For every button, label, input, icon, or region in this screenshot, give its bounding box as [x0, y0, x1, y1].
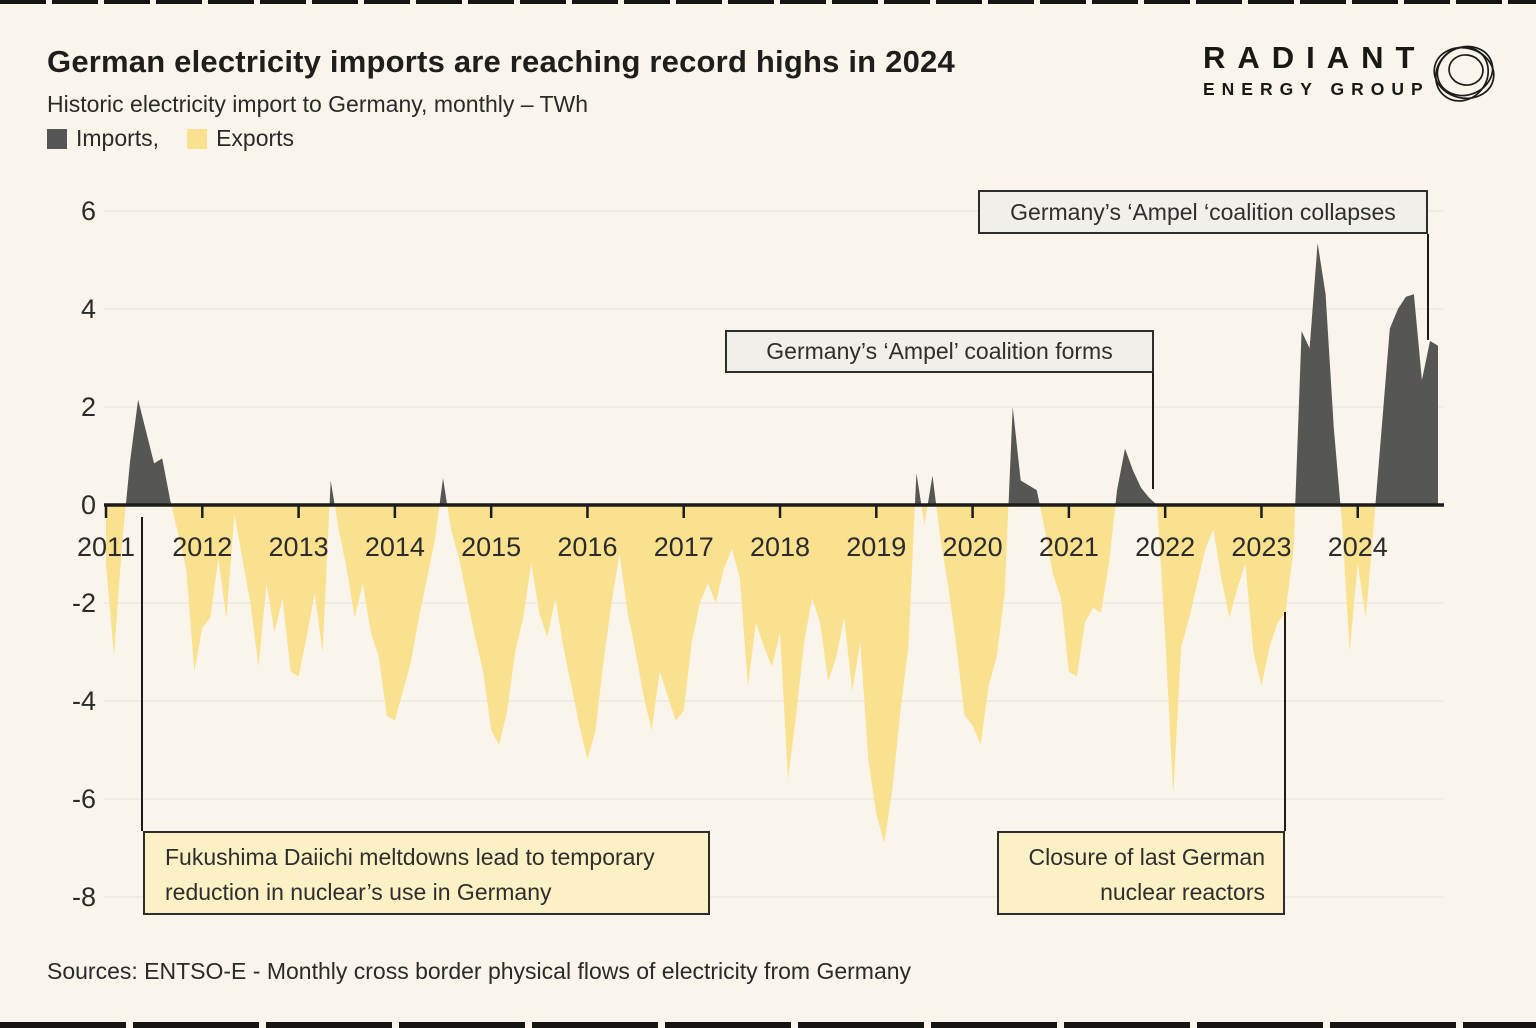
x-axis-label: 2021 [1039, 532, 1099, 562]
x-axis-label: 2018 [750, 532, 810, 562]
x-axis-label: 2016 [557, 532, 617, 562]
x-axis-label: 2019 [846, 532, 906, 562]
annotation-text: reduction in nuclear’s use in Germany [165, 879, 552, 905]
radiant-logo: RADIANT ENERGY GROUP [1203, 40, 1513, 102]
annotation-text: Germany’s ‘Ampel ‘coalition collapses [1010, 198, 1396, 225]
annotation-callout-line-ampel-forms [1152, 373, 1154, 489]
annotation-box-ampel-collapses: Germany’s ‘Ampel ‘coalition collapses [978, 190, 1428, 234]
x-axis-label: 2015 [461, 532, 521, 562]
x-axis-label: 2022 [1135, 532, 1195, 562]
annotation-callout-line-ampel-collapses [1427, 234, 1429, 340]
annotation-text: nuclear reactors [1100, 879, 1265, 905]
exports-area [106, 505, 1438, 844]
y-axis-label: 2 [81, 392, 96, 422]
legend: Imports, Exports [47, 125, 294, 152]
y-axis-label: 4 [81, 294, 96, 324]
logo-tagline: ENERGY GROUP [1203, 79, 1430, 99]
y-axis-label: -4 [72, 686, 96, 716]
annotation-box-ampel-forms: Germany’s ‘Ampel’ coalition forms [725, 330, 1154, 373]
x-axis-label: 2020 [943, 532, 1003, 562]
logo-scribble-icon [1433, 45, 1495, 102]
exports-legend-swatch [187, 128, 208, 149]
x-axis-label: 2012 [172, 532, 232, 562]
top-decorative-bar [0, 0, 1536, 4]
annotation-text: Germany’s ‘Ampel’ coalition forms [766, 338, 1113, 364]
imports-legend-label: Imports, [76, 125, 160, 151]
annotation-text: Fukushima Daiichi meltdowns lead to temp… [165, 844, 655, 870]
imports-legend-swatch [47, 128, 67, 149]
imports-area [106, 242, 1438, 505]
x-axis-label: 2014 [365, 532, 425, 562]
annotation-callout-line-fukushima [141, 517, 143, 831]
annotation-box-nuclear-closure: Closure of last German nuclear reactors [997, 831, 1285, 915]
exports-legend-label: Exports [216, 125, 295, 151]
x-axis-label: 2023 [1231, 532, 1291, 562]
logo-name: RADIANT [1203, 40, 1427, 75]
y-axis-label: -6 [72, 784, 96, 814]
chart-subtitle: Historic electricity import to Germany, … [47, 91, 589, 117]
y-axis-label: 0 [81, 490, 96, 520]
source-note: Sources: ENTSO-E - Monthly cross border … [47, 958, 912, 984]
annotation-callout-line-nuclear-closure [1284, 612, 1286, 831]
annotation-box-fukushima: Fukushima Daiichi meltdowns lead to temp… [143, 831, 710, 915]
page-title: German electricity imports are reaching … [47, 44, 955, 79]
bottom-decorative-bar [0, 1022, 1536, 1028]
y-axis-label: -2 [72, 588, 96, 618]
y-axis-label: -8 [72, 882, 96, 912]
x-axis-label: 2013 [269, 532, 329, 562]
y-axis-label: 6 [81, 196, 96, 226]
annotation-text: Closure of last German [1028, 844, 1265, 870]
x-axis-label: 2024 [1328, 532, 1388, 562]
x-axis-label: 2017 [654, 532, 714, 562]
x-axis-label: 2011 [77, 532, 135, 562]
